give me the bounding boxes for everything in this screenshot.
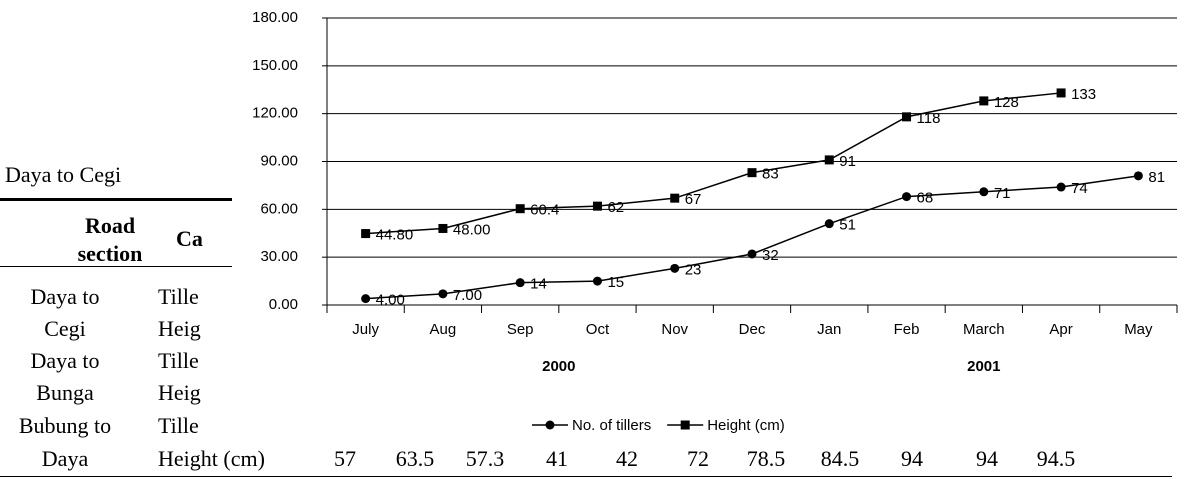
category: Heig — [158, 380, 201, 405]
data-label: 81 — [1148, 169, 1165, 186]
data-label: 71 — [994, 185, 1011, 202]
data-label: 62 — [607, 199, 624, 216]
category: Tille — [158, 413, 199, 438]
x-tick-label: May — [1124, 321, 1153, 338]
data-label: 83 — [762, 166, 779, 183]
cell-value: 78.5 — [746, 446, 786, 471]
data-point — [747, 249, 757, 259]
data-point — [670, 193, 680, 203]
x-tick-label: March — [963, 321, 1005, 338]
data-point — [361, 229, 371, 239]
road-section: Bunga — [36, 380, 94, 405]
legend-marker — [545, 420, 555, 430]
legend-marker — [680, 420, 690, 430]
data-label: 32 — [762, 247, 779, 264]
data-point — [515, 278, 525, 288]
cell-value: 94 — [901, 446, 923, 471]
data-point — [979, 96, 989, 106]
table-bottom-rule — [0, 476, 1172, 477]
road-section: Daya — [41, 446, 89, 471]
cell-value: 57 — [334, 446, 356, 471]
category: Heig — [158, 316, 201, 341]
data-label: 118 — [917, 110, 941, 127]
y-tick-label: 150.00 — [252, 57, 298, 74]
data-label: 23 — [685, 261, 702, 278]
chart-background — [232, 0, 1184, 442]
chart: 0.00 30.00 60.00 90.00 120.00 150.00 180.00 Jul… — [232, 0, 1184, 442]
series-line — [365, 92, 1062, 235]
data-point — [902, 192, 912, 202]
road-section: Daya to — [30, 348, 100, 373]
y-tick-label: 180.00 — [252, 9, 298, 26]
category: Height (cm) — [158, 446, 265, 471]
data-label: 4.00 — [376, 292, 405, 309]
x-tick-label: Dec — [739, 321, 766, 338]
x-tick-label: Aug — [430, 321, 457, 338]
x-tick-label: Sep — [507, 321, 534, 338]
table-header-rule — [0, 266, 232, 267]
data-point — [1056, 182, 1066, 192]
y-tick-label: 90.00 — [260, 152, 298, 169]
legend-label: No. of tillers — [572, 417, 651, 434]
data-point — [824, 219, 834, 229]
data-label: 74 — [1071, 180, 1088, 197]
y-tick-label: 60.00 — [260, 200, 298, 217]
y-tick-label: 120.00 — [252, 105, 298, 122]
x-tick-label: July — [352, 321, 379, 338]
data-label: 60.4 — [530, 202, 559, 219]
road-section: Cegi — [44, 316, 86, 341]
data-point — [515, 204, 525, 214]
x-tick-label: Nov — [661, 321, 688, 338]
data-label: 14 — [530, 276, 547, 293]
table-header: Road section — [77, 213, 143, 266]
cell-value: 41 — [546, 446, 568, 471]
category: Tille — [158, 284, 199, 309]
data-label: 7.00 — [453, 287, 482, 304]
data-point — [824, 155, 834, 165]
data-point — [1056, 88, 1066, 98]
data-point — [979, 187, 989, 197]
data-point — [747, 168, 757, 178]
data-label: 15 — [607, 274, 624, 291]
legend-label: Height (cm) — [707, 417, 785, 434]
data-point — [1133, 171, 1143, 181]
cell-value: 94.5 — [1036, 446, 1076, 471]
x-tick-label: Jan — [817, 321, 841, 338]
group-label: 2000 — [542, 358, 575, 375]
data-point — [438, 289, 448, 299]
cell-value: 72 — [687, 446, 709, 471]
data-label: 51 — [839, 217, 856, 234]
category: Tille — [158, 348, 199, 373]
group-label: 2001 — [967, 358, 1000, 375]
x-tick-label: Apr — [1049, 321, 1072, 338]
data-label: 48.00 — [453, 221, 491, 238]
data-label: 68 — [917, 190, 934, 207]
data-label: 91 — [839, 153, 856, 170]
road-section: Bubung to — [18, 413, 112, 438]
x-tick-label: Feb — [894, 321, 920, 338]
y-tick-label: 30.00 — [260, 248, 298, 265]
data-point — [592, 276, 602, 286]
table-caption: Daya to Cegi — [5, 162, 122, 187]
cell-value: 94 — [976, 446, 998, 471]
x-tick-label: Oct — [586, 321, 610, 338]
data-point — [670, 263, 680, 273]
data-point — [438, 223, 448, 233]
table-header: Ca — [176, 226, 203, 251]
cell-value: 63.5 — [395, 446, 435, 471]
data-point — [361, 294, 371, 304]
data-point — [592, 201, 602, 211]
data-label: 128 — [994, 94, 1019, 111]
cell-value: 84.5 — [820, 446, 860, 471]
data-label: 67 — [685, 191, 702, 208]
data-point — [902, 112, 912, 122]
table-top-rule — [0, 198, 232, 201]
data-label: 44.80 — [376, 227, 414, 244]
data-label: 133 — [1071, 86, 1096, 103]
road-section: Daya to — [30, 284, 100, 309]
y-tick-label: 0.00 — [269, 296, 298, 313]
cell-value: 42 — [616, 446, 638, 471]
cell-value: 57.3 — [465, 446, 505, 471]
